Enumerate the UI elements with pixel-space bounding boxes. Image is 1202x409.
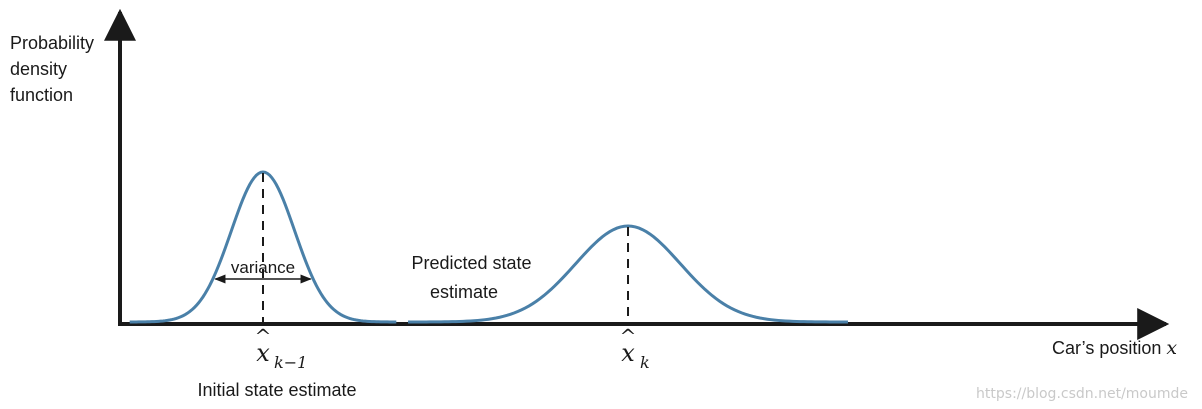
x-axis-label-symbol: x (1166, 337, 1177, 359)
y-axis-label: Probability density function (10, 33, 99, 105)
y-axis-label-line-2: density (10, 59, 67, 79)
predicted-mean-subscript: k (640, 353, 650, 372)
variance-label: variance (231, 258, 295, 277)
predicted-estimate-caption-line-2: estimate (430, 282, 498, 302)
predicted-mean-x: x (621, 339, 635, 367)
predicted-estimate-caption-line-1: Predicted state (411, 253, 531, 273)
y-axis-label-line-3: function (10, 85, 73, 105)
predicted-mean-hat: ^ (620, 324, 637, 348)
initial-mean-symbol: ^ x k−1 (255, 324, 308, 372)
y-axis-label-line-1: Probability (10, 33, 94, 53)
initial-estimate-curve (129, 170, 397, 324)
initial-estimate-caption-line-1: Initial state estimate (197, 380, 356, 400)
predicted-estimate-curve (408, 224, 848, 324)
x-axis-label-text: Car’s position (1052, 338, 1166, 358)
initial-estimate-caption: Initial state estimate (197, 380, 356, 400)
initial-mean-subscript: k−1 (274, 353, 307, 372)
predicted-mean-symbol: ^ x k (620, 324, 650, 372)
x-axis-label: Car’s position x (1052, 337, 1177, 359)
initial-mean-hat: ^ (255, 324, 272, 348)
watermark: https://blog.csdn.net/moumde (976, 386, 1188, 402)
initial-mean-x: x (256, 339, 270, 367)
predicted-estimate-caption: Predicted state estimate (411, 253, 536, 302)
